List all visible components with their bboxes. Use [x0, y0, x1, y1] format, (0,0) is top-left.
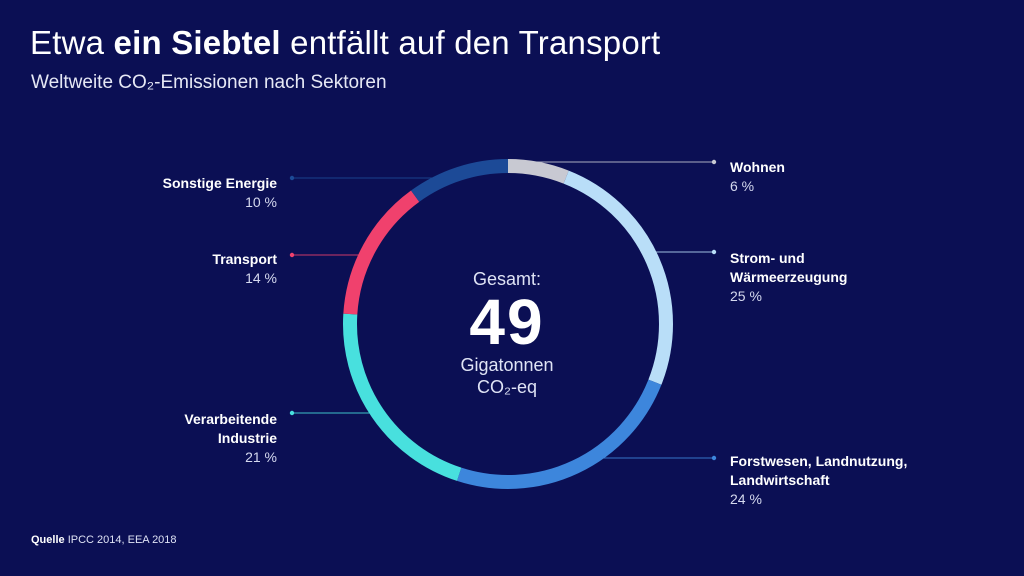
leader-lines	[289, 159, 717, 461]
label-strom: Strom- und Wärmeerzeugung 25 %	[730, 250, 848, 304]
slice-transport	[343, 190, 420, 315]
source-note: Quelle IPCC 2014, EEA 2018	[31, 534, 177, 546]
leader-dot-4	[289, 252, 295, 258]
chart-subtitle: Weltweite CO₂-Emissionen nach Sektoren	[31, 72, 387, 93]
total-value: 49	[469, 286, 545, 358]
slice-strom-und-wärmeerzeugung	[563, 170, 673, 385]
label-sonstige-energie: Sonstige Energie 10 %	[162, 175, 277, 210]
total-center: Gesamt: 49 Gigatonnen CO₂-eq	[407, 268, 607, 398]
donut-ring	[343, 159, 673, 489]
label-forstwesen: Forstwesen, Landnutzung, Landwirtschaft …	[730, 453, 908, 507]
slice-sonstige-energie	[411, 159, 509, 202]
leader-dot-3	[289, 410, 295, 416]
leader-dot-1	[711, 249, 717, 255]
total-unit-line2: CO₂-eq	[476, 377, 537, 397]
label-industrie: Verarbeitende Industrie 21 %	[184, 411, 277, 465]
slice-forstwesen-landnutzung-landwirtschaft	[457, 379, 662, 489]
slice-verarbeitende-industrie	[343, 313, 462, 481]
leader-dot-0	[711, 159, 717, 165]
label-transport: Transport 14 %	[212, 251, 277, 286]
total-label: Gesamt:	[472, 269, 542, 289]
total-unit-line1: Gigatonnen	[460, 355, 554, 375]
leader-dot-2	[711, 455, 717, 461]
label-wohnen: Wohnen 6 %	[730, 159, 785, 194]
slice-wohnen	[507, 159, 569, 184]
leader-dot-5	[289, 175, 295, 181]
chart-title: Etwa ein Siebtel entfällt auf den Transp…	[30, 24, 661, 61]
